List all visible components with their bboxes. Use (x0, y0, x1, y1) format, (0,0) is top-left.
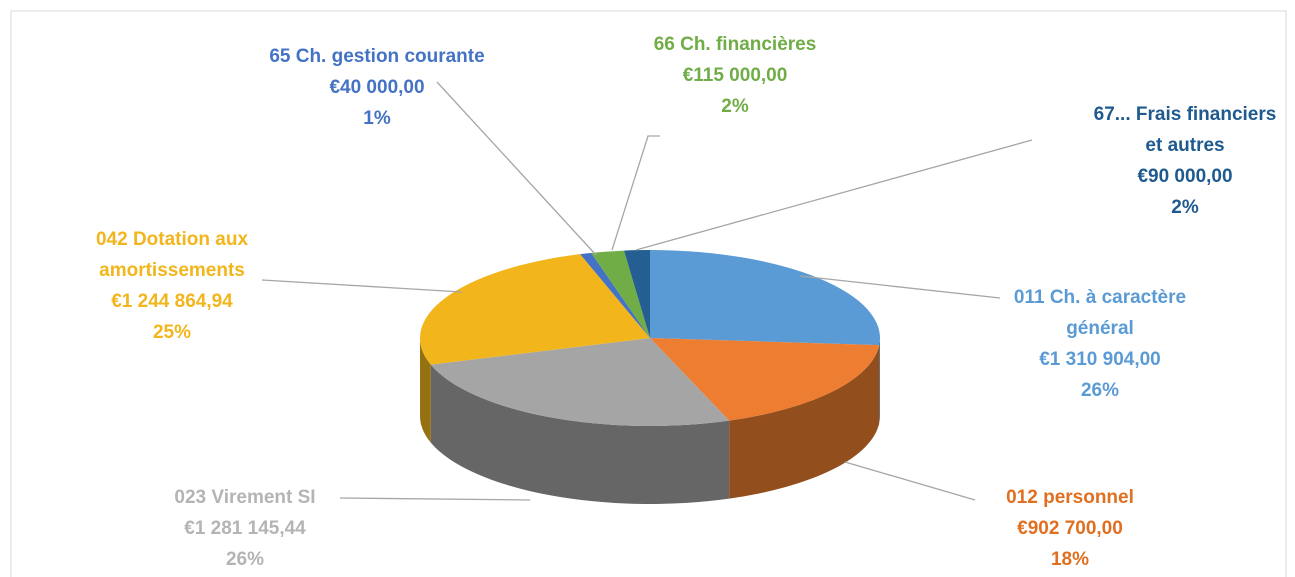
leader-line (799, 275, 1001, 299)
category-label-line: 042 Dotation aux (96, 229, 248, 250)
category-label-line: 66 Ch. financières (654, 34, 817, 55)
slice (650, 338, 880, 421)
percent-label: 26% (226, 549, 264, 570)
slice (623, 250, 650, 338)
percent-label: 1% (363, 108, 391, 129)
value-label: €40 000,00 (329, 77, 424, 98)
slice-side (430, 364, 730, 504)
percent-label: 26% (1081, 380, 1119, 401)
leader-line (261, 279, 463, 293)
percent-label: 2% (721, 96, 749, 117)
value-label: €1 244 864,94 (111, 291, 233, 312)
leader-line (339, 497, 531, 501)
category-label: 65 Ch. gestion courante (269, 46, 484, 67)
category-label-line: 023 Virement SI (174, 487, 315, 508)
category-label: 042 Dotation aux amortissements (96, 229, 248, 281)
category-label-line: général (1066, 318, 1134, 339)
slice-side (879, 338, 880, 424)
category-label: 012 personnel (1006, 487, 1134, 508)
category-label: 66 Ch. financières (654, 34, 817, 55)
slice-side (729, 345, 880, 499)
percent-label: 2% (1171, 197, 1199, 218)
value-label: €902 700,00 (1017, 518, 1123, 539)
percent-label: 25% (153, 322, 191, 343)
category-label-line: 67... Frais financiers (1094, 104, 1277, 125)
slice (420, 254, 650, 365)
category-label-line: 65 Ch. gestion courante (269, 46, 484, 67)
slice (650, 250, 880, 346)
slice-side (420, 338, 431, 443)
value-label: €1 281 145,44 (184, 518, 306, 539)
leader-line (844, 461, 976, 501)
category-label-line: 011 Ch. à caractère (1014, 287, 1186, 308)
slice (591, 250, 650, 338)
value-label: €115 000,00 (683, 65, 788, 86)
category-label: 011 Ch. à caractère général (1014, 287, 1186, 339)
percent-label: 18% (1051, 549, 1089, 570)
value-label: €90 000,00 (1137, 166, 1232, 187)
value-label: €1 310 904,00 (1039, 349, 1161, 370)
slice (430, 338, 730, 426)
category-label: 023 Virement SI (174, 487, 315, 508)
category-label: 67... Frais financiers et autres (1094, 104, 1277, 156)
category-label-line: 012 personnel (1006, 487, 1134, 508)
category-label-line: amortissements (99, 260, 245, 281)
leader-line (635, 139, 1033, 251)
leader-line (436, 81, 597, 256)
leader-line (611, 135, 660, 251)
slice (580, 252, 650, 338)
category-label-line: et autres (1145, 135, 1224, 156)
